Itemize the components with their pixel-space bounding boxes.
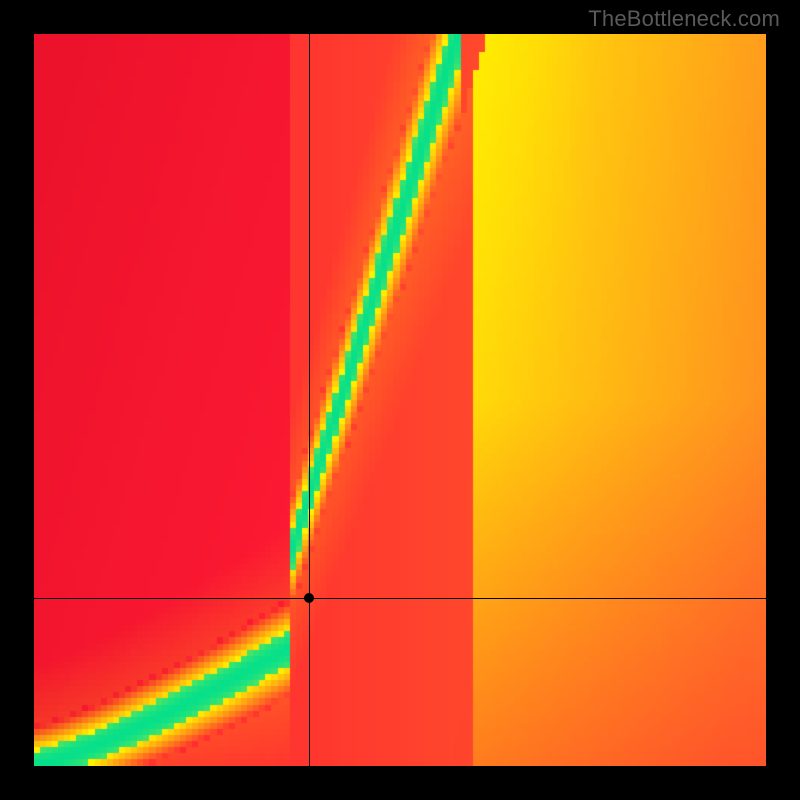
heatmap-canvas (34, 34, 766, 766)
crosshair-marker (304, 593, 314, 603)
watermark-text: TheBottleneck.com (588, 6, 780, 32)
plot-area (34, 34, 766, 766)
crosshair-vertical (309, 34, 310, 766)
crosshair-horizontal (34, 598, 766, 599)
